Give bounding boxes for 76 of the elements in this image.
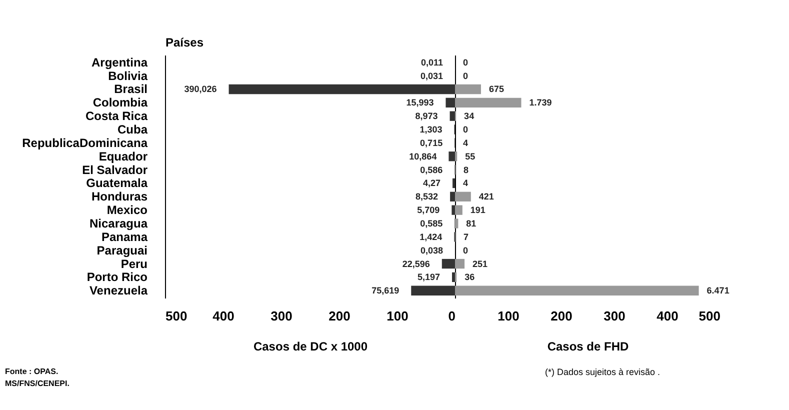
x-tick-label: 100: [498, 308, 520, 324]
bar: [446, 98, 455, 108]
annotation: 421: [478, 192, 494, 202]
x-tick-label: 0: [448, 308, 456, 324]
x-tick-label: 400: [212, 308, 234, 324]
data-label: 5,709: [417, 205, 440, 216]
data-label: 0,031: [420, 70, 443, 81]
data-label: 0,586: [420, 164, 443, 175]
y-tick-label: Guatemala: [86, 176, 148, 190]
data-label: 5,197: [417, 272, 440, 282]
annotation: 7: [464, 232, 469, 242]
annotation: 6.471: [706, 286, 730, 296]
annotation: 0: [463, 124, 468, 135]
bar: [450, 111, 455, 121]
x-axis-title: Casos de FHD: [547, 340, 630, 354]
y-axis-title: Países: [166, 36, 204, 50]
annotation: 0: [463, 70, 468, 81]
annotation: 0: [463, 57, 468, 68]
y-tick-label: Cuba: [118, 122, 148, 137]
x-tick-label: 200: [550, 308, 572, 324]
annotation: 675: [488, 84, 504, 94]
y-tick-label: Panama: [101, 230, 148, 244]
bar: [411, 286, 455, 296]
y-tick-label: Argentina: [91, 55, 148, 70]
annotation: 81: [466, 218, 476, 228]
data-label: 1,424: [420, 232, 442, 242]
annotation: 191: [470, 205, 486, 216]
data-label: 0,038: [420, 245, 443, 256]
data-label: 390,026: [184, 84, 217, 94]
annotation: 4: [463, 178, 468, 188]
x-tick-label: 100: [386, 308, 408, 324]
data-label: 0,715: [420, 138, 443, 148]
x-tick-label: 300: [604, 308, 626, 324]
annotation: 0: [463, 245, 468, 256]
annotation: 251: [472, 258, 488, 269]
y-tick-label: Paraguai: [96, 243, 148, 258]
text: MS/FNS/CENEPI.: [5, 379, 70, 388]
y-tick-label: Colombia: [92, 96, 148, 110]
x-tick-label: 400: [656, 308, 678, 324]
data-label: 0,585: [420, 218, 443, 228]
bar: [455, 84, 481, 94]
y-tick-label: Bolivia: [108, 68, 148, 83]
annotation: 55: [465, 151, 476, 162]
y-tick-label: Costa Rica: [85, 109, 148, 124]
y-tick-label: Porto Rico: [86, 270, 148, 284]
data-label: 8,532: [416, 192, 438, 202]
y-tick-label: Mexico: [106, 203, 148, 218]
y-tick-label: Peru: [120, 256, 148, 271]
y-tick-label: RepublicaDominicana: [22, 136, 148, 150]
x-tick-label: 300: [270, 308, 292, 324]
annotation: 1.739: [529, 98, 552, 108]
data-label: 10,864: [409, 151, 437, 162]
data-label: 75,619: [372, 286, 400, 296]
data-label: 0,011: [420, 57, 443, 68]
y-tick-label: Nicaragua: [89, 216, 148, 230]
annotation: 36: [464, 272, 475, 282]
annotation: 8: [464, 164, 469, 175]
data-label: 22,596: [402, 258, 430, 269]
data-label: 1,303: [420, 124, 442, 135]
y-tick-label: Venezuela: [89, 284, 148, 298]
data-label: 4,27: [422, 178, 441, 188]
y-tick-label: Brasil: [114, 82, 148, 96]
x-tick-label: 200: [328, 308, 350, 324]
bar: [455, 218, 458, 228]
source-note: Fonte : OPAS.: [5, 367, 58, 376]
data-label: 8,973: [415, 111, 438, 122]
y-tick-label: Honduras: [91, 190, 148, 204]
y-tick-label: Equador: [98, 149, 148, 164]
data-label: 15,993: [406, 98, 434, 108]
x-tick-label: 500: [166, 308, 188, 324]
annotation: 34: [464, 111, 474, 122]
y-tick-label: El Salvador: [82, 162, 148, 177]
x-tick-label: 500: [698, 308, 720, 324]
annotation: 4: [463, 138, 468, 148]
text: (*) Dados sujeitos à revisão .: [545, 367, 660, 377]
x-axis-title: Casos de DC x 1000: [253, 340, 368, 354]
